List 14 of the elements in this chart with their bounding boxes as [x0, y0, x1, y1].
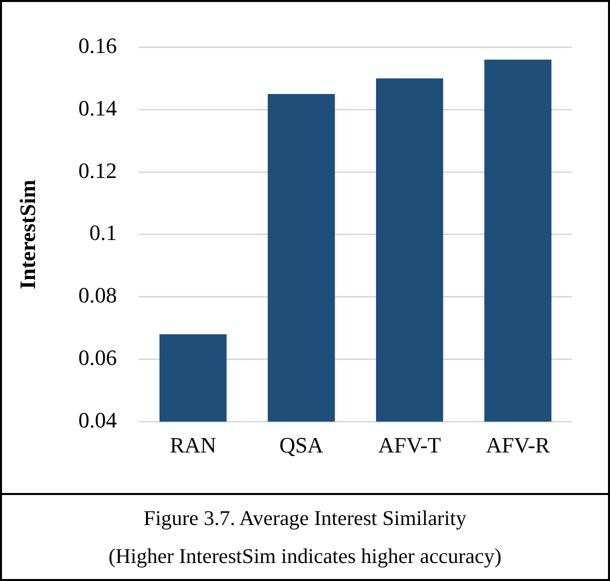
y-axis-title: InterestSim — [14, 180, 40, 290]
x-tick-label: AFV-R — [486, 432, 550, 458]
y-tick-label: 0.08 — [78, 282, 117, 308]
y-tick-label: 0.04 — [78, 407, 117, 432]
y-tick-label: 0.12 — [78, 158, 117, 183]
y-tick-label: 0.14 — [78, 95, 117, 120]
x-tick-label: RAN — [170, 432, 216, 458]
y-tick-label: 0.1 — [89, 220, 117, 246]
y-tick-label: 0.16 — [78, 32, 117, 58]
text: (Higher InterestSim indicates higher accuracy) — [107, 543, 502, 570]
x-tick-label: QSA — [279, 432, 324, 458]
caption: Figure 3.7. Average Interest Similarity — [142, 505, 468, 532]
y-tick-label: 0.06 — [78, 344, 117, 370]
x-tick-label: AFV-T — [378, 432, 442, 458]
